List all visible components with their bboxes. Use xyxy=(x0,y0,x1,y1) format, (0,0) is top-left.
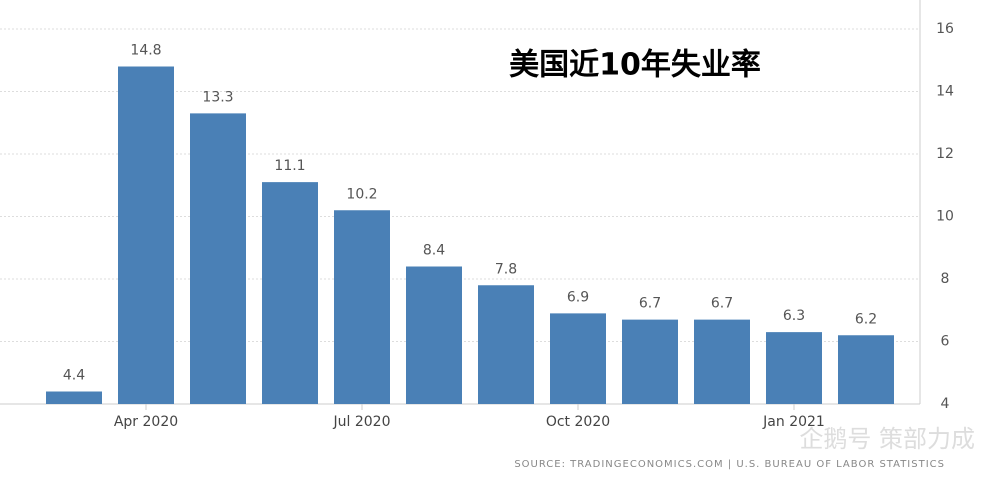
value-label: 4.4 xyxy=(63,368,85,384)
value-label: 6.7 xyxy=(639,296,661,312)
value-label: 10.2 xyxy=(346,186,377,202)
y-tick-label: 10 xyxy=(936,209,954,225)
y-tick-label: 8 xyxy=(941,271,950,287)
bar xyxy=(838,335,894,404)
bar xyxy=(694,319,750,404)
y-tick-label: 4 xyxy=(941,396,950,412)
x-tick-label: Jan 2021 xyxy=(762,414,825,430)
value-label: 13.3 xyxy=(202,89,233,105)
value-label: 6.2 xyxy=(855,311,877,327)
bar xyxy=(478,285,534,404)
value-label: 11.1 xyxy=(274,158,305,174)
y-tick-label: 12 xyxy=(936,146,954,162)
value-label: 14.8 xyxy=(130,43,161,59)
value-label: 6.9 xyxy=(567,289,589,305)
value-label: 6.7 xyxy=(711,296,733,312)
bar xyxy=(262,182,318,404)
value-label: 6.3 xyxy=(783,308,805,324)
bar xyxy=(334,210,390,404)
bar xyxy=(118,66,174,404)
bar xyxy=(46,391,102,404)
watermark: 企鹅号 策部力成 xyxy=(799,425,975,453)
value-label: 8.4 xyxy=(423,243,445,259)
bar xyxy=(766,332,822,404)
chart-title: 美国近10年失业率 xyxy=(509,48,761,83)
bar xyxy=(622,319,678,404)
bar xyxy=(190,113,246,404)
x-tick-label: Oct 2020 xyxy=(546,414,610,430)
x-tick-label: Apr 2020 xyxy=(114,414,178,430)
y-tick-label: 6 xyxy=(941,334,950,350)
bar xyxy=(550,313,606,404)
source: SOURCE: TRADINGECONOMICS.COM | U.S. BURE… xyxy=(514,459,945,470)
bar xyxy=(406,266,462,404)
x-tick-label: Jul 2020 xyxy=(333,414,391,430)
y-tick-label: 14 xyxy=(936,84,954,100)
value-label: 7.8 xyxy=(495,261,517,277)
y-tick-label: 16 xyxy=(936,21,954,37)
